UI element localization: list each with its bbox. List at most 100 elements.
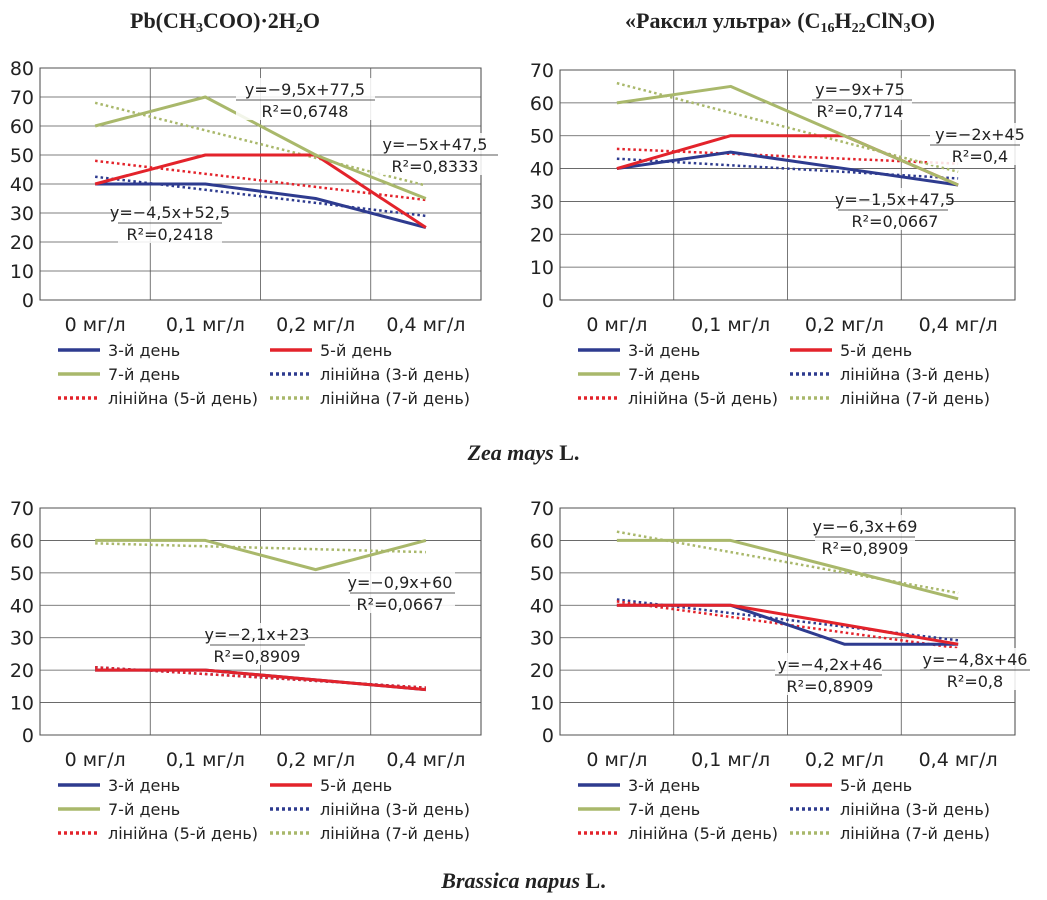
y-tick-label: 60 [10, 116, 34, 138]
y-tick-label: 70 [530, 498, 554, 520]
x-tick-label: 0,2 мг/л [805, 749, 884, 771]
y-tick-label: 50 [10, 563, 34, 585]
y-tick-label: 30 [530, 628, 554, 650]
trendline-equation: y=−9,5x+77,5 [245, 80, 365, 99]
trendline-equation: y=−0,9x+60 [348, 573, 453, 592]
r-squared-label: R²=0,0667 [357, 595, 444, 614]
y-tick-label: 10 [530, 257, 554, 279]
legend-label: 3-й день [108, 776, 180, 795]
y-tick-label: 70 [10, 87, 34, 109]
x-tick-label: 0,1 мг/л [691, 314, 770, 336]
x-tick-label: 0 мг/л [65, 314, 126, 336]
y-tick-label: 60 [10, 530, 34, 552]
r-squared-label: R²=0,8333 [392, 157, 479, 176]
chart-panel-4: 0 10 20 30 40 50 60 70 0 мг/л 0,1 мг/л 0,2 мг/л 0,4… [530, 498, 1030, 843]
x-tick-label: 0,1 мг/л [691, 749, 770, 771]
legend-label: лінійна (5-й день) [108, 824, 258, 843]
legend-label: 7-й день [108, 800, 180, 819]
chart-panel-2: 0 10 20 30 40 50 60 70 0 мг/л 0,1 мг/л 0,2 мг/л 0,4… [530, 60, 1025, 408]
r-squared-label: R²=0,8909 [822, 539, 909, 558]
r-squared-label: R²=0,8909 [214, 647, 301, 666]
y-tick-label: 20 [10, 660, 34, 682]
x-tick-label: 0,4 мг/л [386, 314, 465, 336]
trendline-equation: y=−2,1x+23 [205, 625, 310, 644]
y-tick-label: 30 [530, 191, 554, 213]
y-tick-label: 40 [530, 159, 554, 181]
legend-label: 3-й день [628, 341, 700, 360]
legend-label: лінійна (3-й день) [320, 365, 470, 384]
y-tick-label: 20 [10, 232, 34, 254]
y-tick-label: 40 [10, 174, 34, 196]
y-tick-label: 80 [10, 58, 34, 80]
y-tick-label: 0 [542, 290, 554, 312]
x-tick-label: 0,4 мг/л [386, 749, 465, 771]
trendline-equation: y=−4,5x+52,5 [110, 203, 230, 222]
legend-label: 5-й день [320, 776, 392, 795]
x-tick-label: 0 мг/л [586, 749, 647, 771]
y-tick-label: 50 [10, 145, 34, 167]
r-squared-label: R²=0,7714 [817, 102, 904, 121]
trendline-equation: y=−5x+47,5 [383, 135, 488, 154]
legend-label: 3-й день [628, 776, 700, 795]
y-tick-label: 0 [22, 290, 34, 312]
legend-label: лінійна (5-й день) [108, 389, 258, 408]
chart-panel-1: 0 10 20 30 40 50 60 70 80 0 мг/л 0,1 мг/л 0,2 мг/л 0… [10, 58, 498, 408]
y-tick-label: 70 [10, 498, 34, 520]
y-tick-label: 10 [530, 693, 554, 715]
r-squared-label: R²=0,0667 [852, 212, 939, 231]
y-tick-label: 0 [22, 725, 34, 747]
legend-label: 7-й день [628, 365, 700, 384]
r-squared-label: R²=0,8 [947, 672, 1003, 691]
x-tick-label: 0,2 мг/л [805, 314, 884, 336]
y-tick-label: 40 [10, 595, 34, 617]
legend-label: лінійна (3-й день) [320, 800, 470, 819]
x-tick-label: 0 мг/л [586, 314, 647, 336]
r-squared-label: R²=0,4 [952, 147, 1008, 166]
y-tick-label: 20 [530, 224, 554, 246]
trendline-equation: y=−4,2x+46 [778, 655, 883, 674]
legend-label: 5-й день [840, 776, 912, 795]
legend-label: 5-й день [320, 341, 392, 360]
legend-label: 7-й день [108, 365, 180, 384]
y-tick-label: 50 [530, 126, 554, 148]
y-tick-label: 60 [530, 530, 554, 552]
legend-label: лінійна (5-й день) [628, 824, 778, 843]
x-tick-label: 0,1 мг/л [166, 749, 245, 771]
x-tick-label: 0 мг/л [65, 749, 126, 771]
y-tick-label: 70 [530, 60, 554, 82]
y-tick-label: 0 [542, 725, 554, 747]
y-tick-label: 20 [530, 660, 554, 682]
legend-label: 7-й день [628, 800, 700, 819]
legend-label: лінійна (7-й день) [320, 389, 470, 408]
x-tick-label: 0,2 мг/л [276, 314, 355, 336]
y-tick-label: 30 [10, 628, 34, 650]
legend-label: лінійна (7-й день) [840, 824, 990, 843]
r-squared-label: R²=0,2418 [127, 225, 214, 244]
y-tick-label: 10 [10, 693, 34, 715]
trendline-equation: y=−6,3x+69 [813, 517, 918, 536]
legend-label: лінійна (7-й день) [840, 389, 990, 408]
legend-label: лінійна (5-й день) [628, 389, 778, 408]
legend-label: 5-й день [840, 341, 912, 360]
y-tick-label: 40 [530, 595, 554, 617]
y-tick-label: 60 [530, 93, 554, 115]
trendline-equation: y=−2x+45 [935, 125, 1025, 144]
x-tick-label: 0,1 мг/л [166, 314, 245, 336]
y-tick-label: 10 [10, 261, 34, 283]
x-tick-label: 0,2 мг/л [276, 749, 355, 771]
legend-label: лінійна (3-й день) [840, 800, 990, 819]
trendline-equation: y=−1,5x+47,5 [835, 190, 955, 209]
r-squared-label: R²=0,6748 [262, 102, 349, 121]
trendline-equation: y=−4,8x+46 [923, 650, 1028, 669]
x-tick-label: 0,4 мг/л [919, 749, 998, 771]
y-tick-label: 50 [530, 563, 554, 585]
legend-label: лінійна (7-й день) [320, 824, 470, 843]
chart-panel-3: 0 10 20 30 40 50 60 70 0 мг/л 0,1 мг/л 0,2 мг/л 0,4… [10, 498, 481, 843]
r-squared-label: R²=0,8909 [787, 677, 874, 696]
legend-label: 3-й день [108, 341, 180, 360]
y-tick-label: 30 [10, 203, 34, 225]
x-tick-label: 0,4 мг/л [919, 314, 998, 336]
trendline-equation: y=−9x+75 [815, 80, 905, 99]
legend-label: лінійна (3-й день) [840, 365, 990, 384]
